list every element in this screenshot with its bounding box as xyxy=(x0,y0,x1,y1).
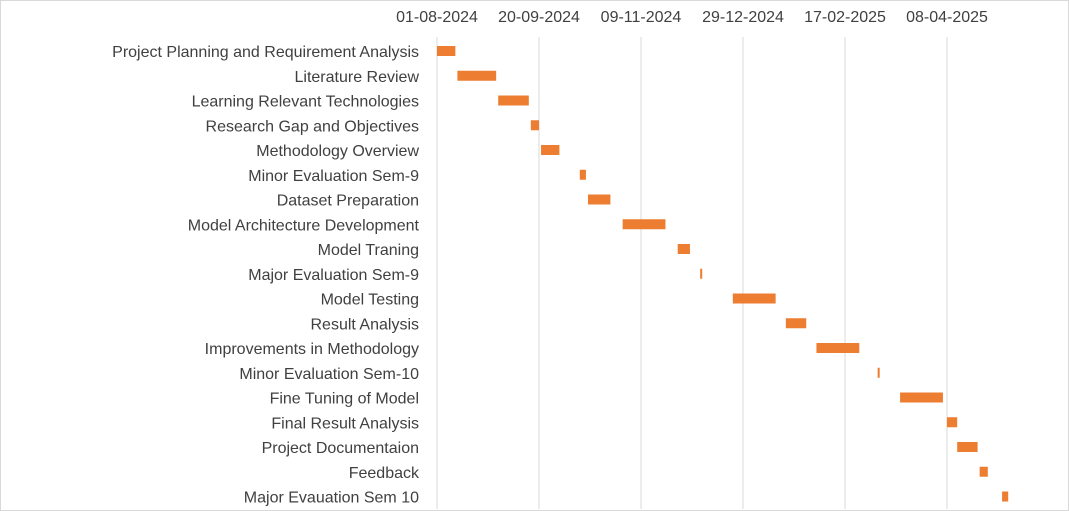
gridlines xyxy=(436,37,948,509)
task-bar xyxy=(677,244,690,254)
task-label: Fine Tuning of Model xyxy=(270,391,419,408)
task-bar xyxy=(1002,491,1009,502)
task-label: Methodology Overview xyxy=(256,143,419,160)
task-bar xyxy=(587,194,611,205)
task-bar xyxy=(877,367,880,378)
task-bar xyxy=(622,219,666,230)
task-label: Literature Review xyxy=(295,69,420,86)
task-label: Improvements in Methodology xyxy=(205,341,419,358)
task-bar xyxy=(816,343,860,353)
task-bar xyxy=(700,268,703,279)
task-bar xyxy=(785,318,807,329)
x-tick-label: 01-08-2024 xyxy=(396,9,478,26)
task-labels: Project Planning and Requirement Analysi… xyxy=(112,44,420,507)
task-bar xyxy=(437,46,456,56)
task-label: Model Testing xyxy=(321,292,419,309)
task-label: Feedback xyxy=(349,465,420,482)
x-tick-label: 17-02-2025 xyxy=(804,9,886,26)
task-label: Model Traning xyxy=(318,242,419,259)
task-bar xyxy=(579,169,586,180)
task-bar xyxy=(541,145,560,155)
task-bars xyxy=(437,46,1009,502)
task-label: Research Gap and Objectives xyxy=(206,118,419,135)
x-tick-label: 29-12-2024 xyxy=(702,9,784,26)
task-label: Major Evaluation Sem-9 xyxy=(248,267,419,284)
x-tick-label: 20-09-2024 xyxy=(498,9,580,26)
task-label: Minor Evaluation Sem-9 xyxy=(248,168,419,185)
task-bar xyxy=(530,120,539,131)
task-label: Major Evauation Sem 10 xyxy=(244,490,419,507)
task-bar xyxy=(947,417,958,428)
task-bar xyxy=(732,293,776,304)
task-bar xyxy=(457,70,497,81)
task-label: Project Planning and Requirement Analysi… xyxy=(112,44,419,61)
task-label: Project Documentaion xyxy=(262,440,419,457)
task-label: Result Analysis xyxy=(311,316,420,333)
x-tick-label: 08-04-2025 xyxy=(906,9,988,26)
x-tick-label: 09-11-2024 xyxy=(601,9,682,26)
task-label: Minor Evaluation Sem-10 xyxy=(239,366,419,383)
task-label: Dataset Preparation xyxy=(277,193,419,210)
task-bar xyxy=(957,442,978,452)
task-bar xyxy=(498,95,529,106)
task-label: Final Result Analysis xyxy=(271,415,419,432)
task-label: Learning Relevant Technologies xyxy=(192,94,419,111)
task-label: Model Architecture Development xyxy=(188,217,420,234)
task-bar xyxy=(979,466,988,477)
x-axis-ticks: 01-08-2024 20-09-2024 09-11-2024 29-12-2024… xyxy=(396,9,988,26)
task-bar xyxy=(900,392,943,403)
